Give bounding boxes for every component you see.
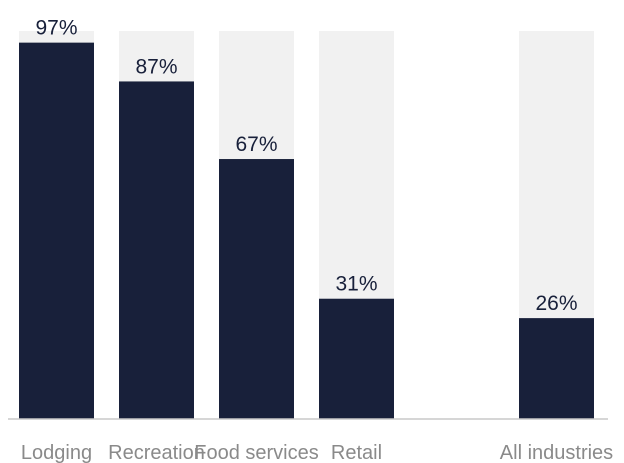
value-label-food-services: 67% — [235, 133, 277, 156]
bar-all-industries — [519, 318, 594, 419]
category-label-food-services: Food services — [194, 442, 319, 463]
category-label-retail: Retail — [331, 442, 382, 463]
value-label-lodging: 97% — [35, 17, 77, 40]
category-label-lodging: Lodging — [21, 442, 92, 463]
bar-food-services — [219, 159, 294, 420]
bar-recreation — [119, 81, 194, 419]
value-labels: 97% 87% 67% 31% 26% — [35, 17, 577, 315]
value-label-retail: 31% — [335, 273, 377, 296]
value-label-recreation: 87% — [135, 55, 177, 78]
bar-tracks — [19, 31, 594, 419]
value-label-all-industries: 26% — [535, 292, 577, 315]
category-label-all-industries: All industries — [500, 442, 613, 463]
category-label-recreation: Recreation — [108, 442, 205, 463]
bar-retail — [319, 298, 394, 419]
bars — [19, 42, 594, 420]
bar-lodging — [19, 42, 94, 419]
